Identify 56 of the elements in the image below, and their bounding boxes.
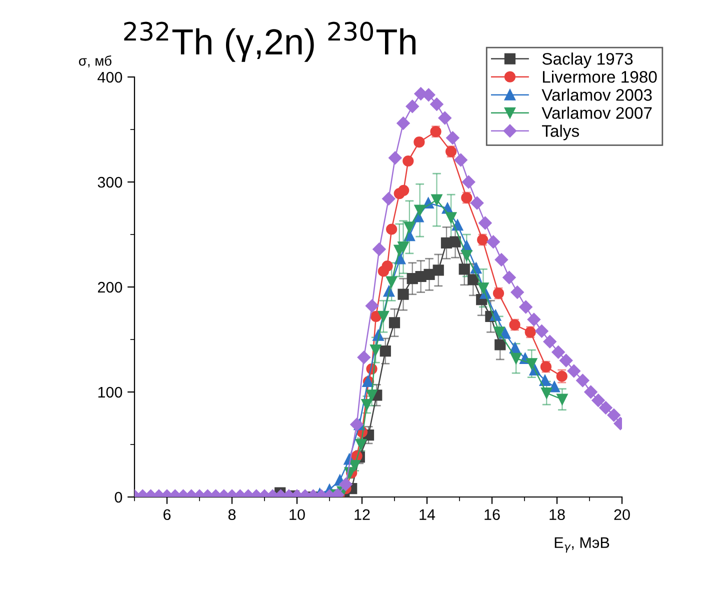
y-tick-label: 100 [98,386,122,398]
x-tick-label: 10 [290,509,305,520]
point [398,242,409,253]
x-tick-label: 16 [484,509,500,520]
point [382,260,393,272]
point [431,194,442,206]
y-tick-label: 300 [98,176,122,188]
point [414,204,426,216]
point [494,339,506,350]
x-tick-label: 12 [354,509,370,520]
point [380,345,391,357]
point [478,282,489,294]
y-axis-title: σ, мб [78,55,112,68]
point [494,326,505,338]
point [370,344,382,356]
x-tick-label: 8 [228,509,236,520]
point [461,250,472,262]
x-axis-title: E$_{γ}$, МэВ [554,537,610,553]
point [424,268,435,280]
point [458,264,470,275]
legend-label: Talys [542,124,579,140]
point [378,310,390,322]
point [548,381,560,392]
point [432,264,444,276]
point [468,274,479,286]
chart-title: $^{232}$Th (γ,2n) $^{230}$Th [124,22,416,62]
y-tick-label: 400 [98,72,122,83]
y-tick-label: 200 [98,282,122,293]
point [414,136,425,148]
x-tick-label: 6 [164,509,171,520]
x-tick-label: 14 [420,509,436,520]
y-tick-label: 0 [114,492,122,503]
point [499,328,511,339]
point [539,374,551,386]
point [402,155,414,167]
x-tick-label: 18 [550,509,565,520]
point [404,222,416,233]
point [450,236,461,248]
point [510,352,522,364]
point [388,317,400,328]
legend-label: Varlamov 2007 [542,106,652,119]
point [541,387,552,399]
point [398,184,410,196]
point [361,399,372,410]
point [556,394,568,405]
point [386,276,398,288]
legend-label: Saclay 1973 [542,52,633,68]
legend-label: Varlamov 2003 [542,88,652,101]
point [526,358,538,370]
point [366,390,378,401]
x-tick-label: 20 [614,509,630,520]
legend-label: Livermore 1980 [542,70,657,83]
point [445,212,457,224]
point [398,288,409,300]
point [510,342,521,354]
point [386,224,398,235]
